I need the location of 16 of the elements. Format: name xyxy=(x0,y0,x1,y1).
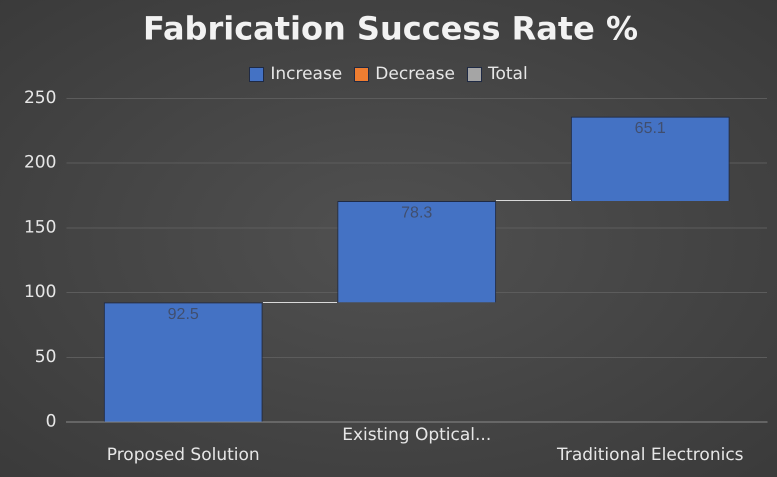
y-tick-label: 200 xyxy=(24,152,56,173)
legend-label: Decrease xyxy=(375,64,455,84)
y-tick-label: 0 xyxy=(46,412,56,432)
chart-title: Fabrication Success Rate % xyxy=(142,10,638,48)
y-tick-label: 50 xyxy=(34,346,56,367)
x-tick-label: Proposed Solution xyxy=(106,445,260,466)
data-label: 92.5 xyxy=(168,306,199,323)
x-tick-label: Existing Optical... xyxy=(342,424,492,445)
x-tick-label: Traditional Electronics xyxy=(556,445,744,466)
legend-label: Total xyxy=(488,64,528,84)
y-tick-label: 250 xyxy=(24,88,56,108)
data-label: 65.1 xyxy=(634,120,666,138)
data-label: 78.3 xyxy=(401,204,432,222)
text: Increase xyxy=(270,64,342,84)
y-tick-label: 150 xyxy=(24,217,56,238)
y-tick-label: 100 xyxy=(24,282,56,302)
